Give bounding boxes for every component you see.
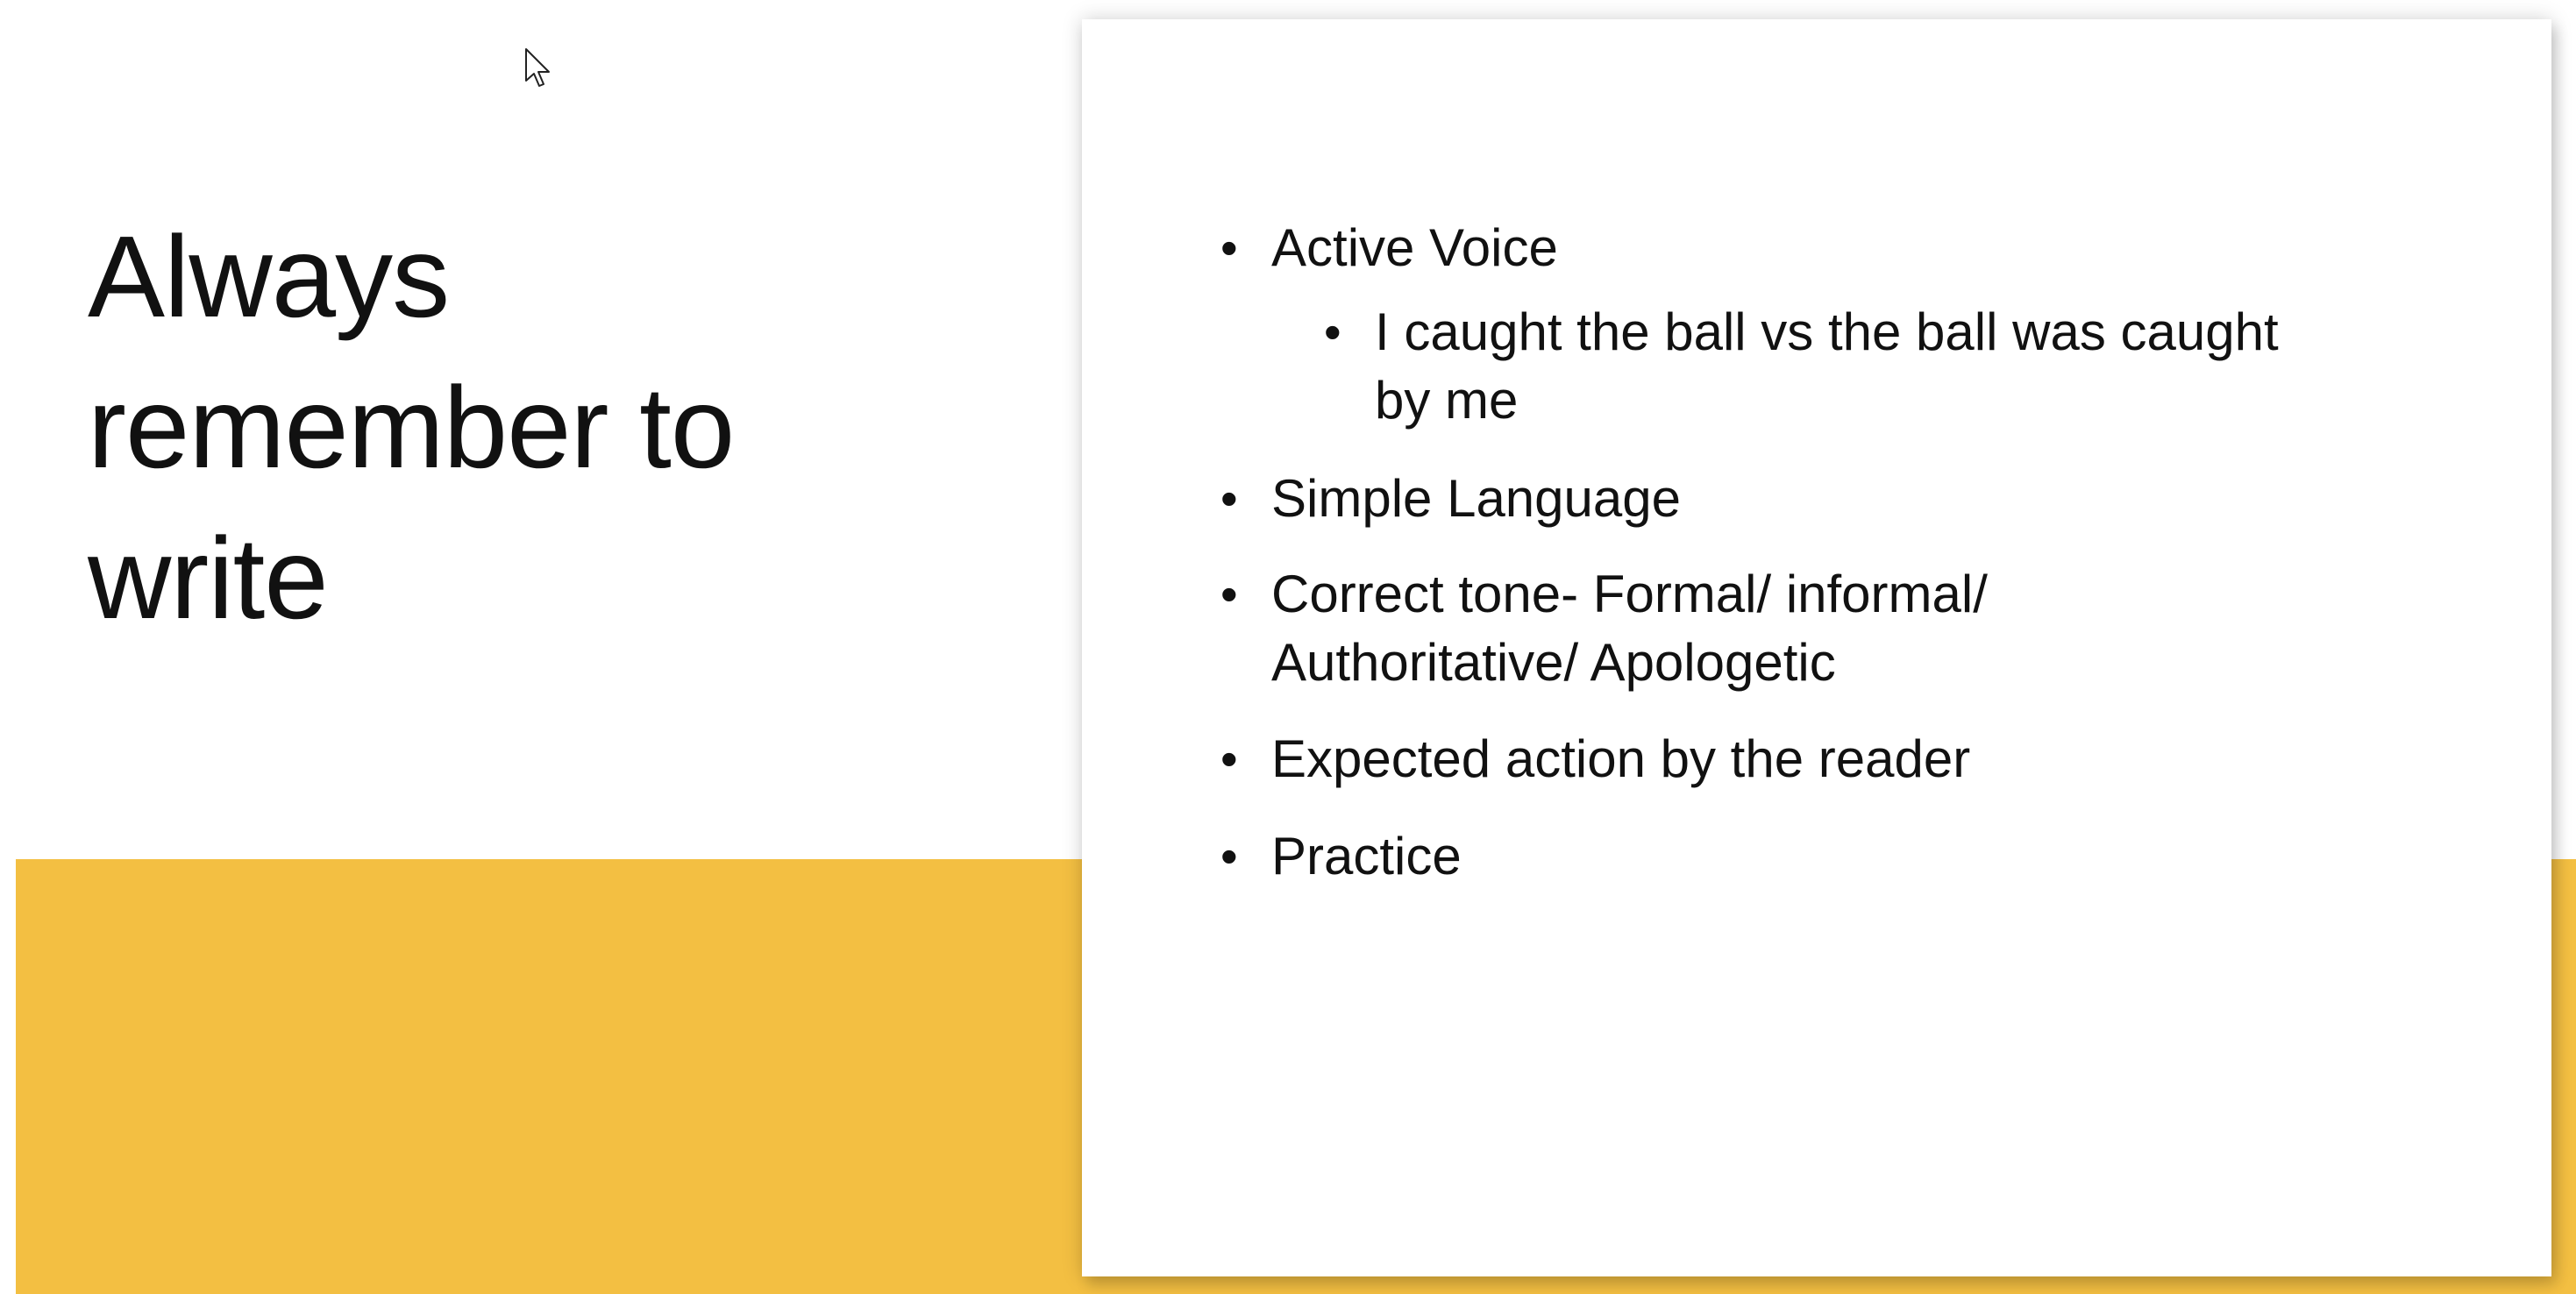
- title-line: Always: [88, 212, 450, 341]
- bullet-dot: •: [1324, 304, 1341, 359]
- bullet-dot: •: [1220, 828, 1238, 884]
- sub-bullet-item: • I caught the ball vs the ball was caug…: [1324, 298, 2279, 435]
- bullet-text: Active Voice: [1271, 218, 1558, 277]
- bullet-dot: •: [1220, 471, 1238, 526]
- bullet-text: Expected action by the reader: [1271, 729, 1971, 788]
- bullet-item: • Expected action by the reader: [1220, 725, 1971, 793]
- bullet-text-line: I caught the ball vs the ball was caught: [1375, 302, 2279, 361]
- mouse-pointer-icon: [525, 48, 550, 87]
- content-placeholder[interactable]: • Active Voice • I caught the ball vs th…: [1082, 19, 2551, 1276]
- bullet-text-line: by me: [1375, 371, 1519, 430]
- bullet-item: • Practice: [1220, 822, 1462, 891]
- title-line: write: [88, 514, 329, 643]
- bullet-text-line: Correct tone- Formal/ informal/: [1271, 565, 1988, 623]
- bullet-dot: •: [1220, 566, 1238, 622]
- bullet-dot: •: [1220, 731, 1238, 786]
- title-line: remember to: [88, 363, 735, 492]
- bullet-item: • Simple Language: [1220, 465, 1682, 533]
- bullet-item: • Correct tone- Formal/ informal/ Author…: [1220, 560, 1988, 697]
- bullet-dot: •: [1220, 220, 1238, 275]
- bullet-text: Simple Language: [1271, 469, 1682, 528]
- bullet-text-line: Authoritative/ Apologetic: [1271, 633, 1836, 692]
- bullet-text: Practice: [1271, 827, 1462, 885]
- slide-title: Always remember to write: [88, 202, 1017, 654]
- bullet-item: • Active Voice: [1220, 214, 1558, 282]
